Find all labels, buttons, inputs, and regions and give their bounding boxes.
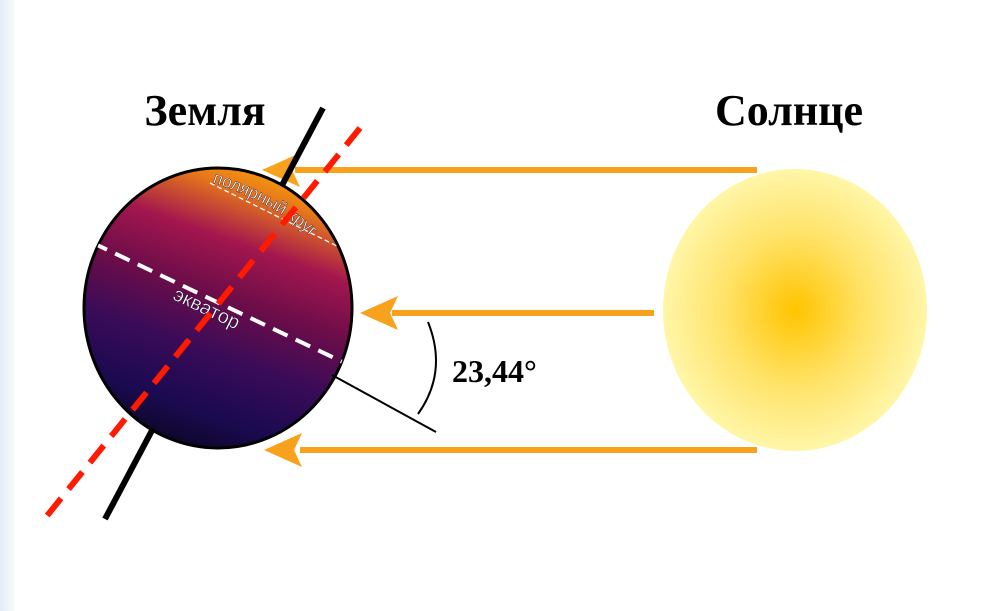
- ray-top: [262, 153, 757, 187]
- angle-arc: [417, 321, 437, 415]
- left-edge-strip: [0, 0, 14, 611]
- ray-middle: [360, 296, 654, 330]
- sun-disc: [663, 169, 927, 451]
- sun-rays: [262, 153, 757, 467]
- angle-value-label: 23,44°: [452, 353, 537, 389]
- angle-ray: [331, 374, 437, 433]
- sun-title: Солнце: [715, 86, 863, 135]
- polar-circle-line: [209, 182, 346, 251]
- earth-title: Земля: [144, 86, 265, 135]
- tilt-axis-dashed: [39, 126, 363, 524]
- earth-globe: [82, 166, 354, 450]
- ray-bottom: [264, 433, 757, 467]
- equator-line: [84, 230, 352, 377]
